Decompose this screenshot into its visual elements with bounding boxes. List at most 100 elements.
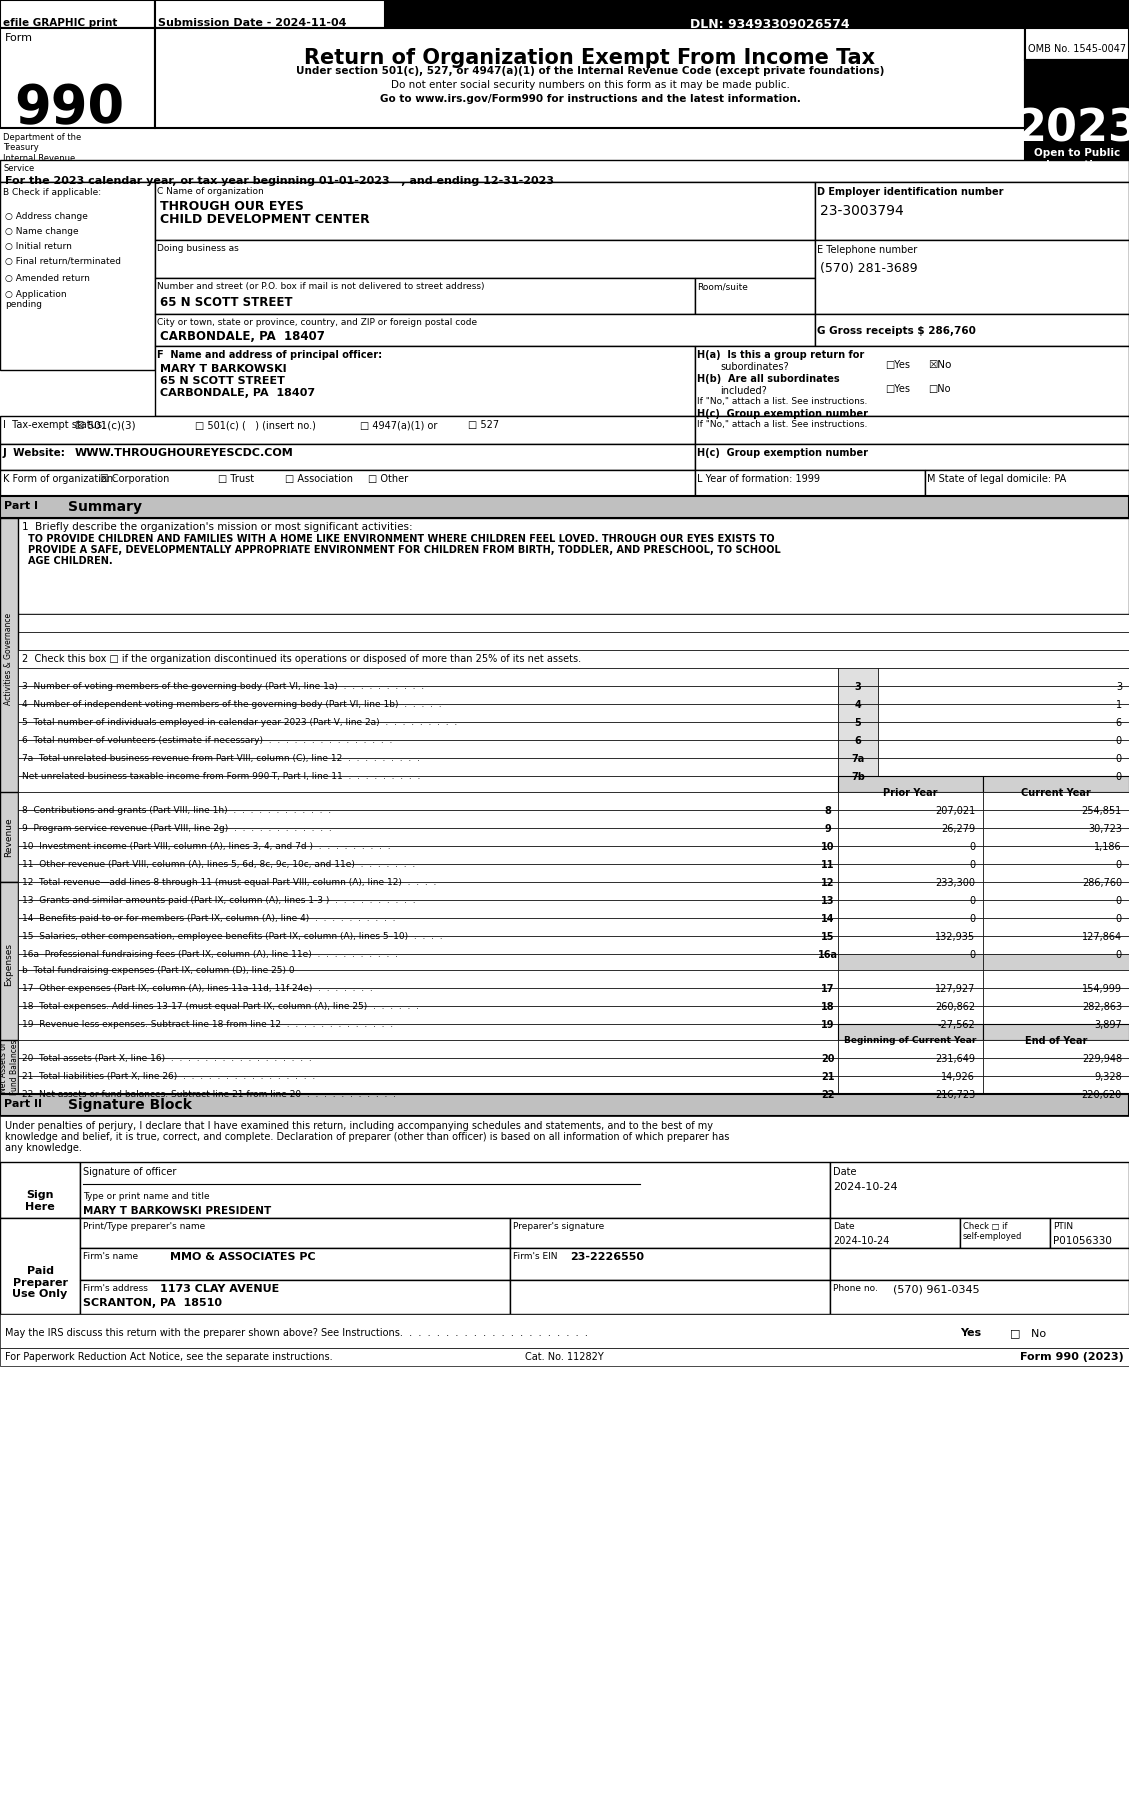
Text: subordinates?: subordinates? xyxy=(720,362,789,371)
Text: efile GRAPHIC print: efile GRAPHIC print xyxy=(3,18,117,29)
Bar xyxy=(510,1279,830,1314)
Text: 0: 0 xyxy=(1115,896,1122,906)
Text: 65 N SCOTT STREET: 65 N SCOTT STREET xyxy=(160,296,292,308)
Bar xyxy=(18,669,838,687)
Text: 3  Number of voting members of the governing body (Part VI, line 1a)  .  .  .  .: 3 Number of voting members of the govern… xyxy=(21,681,425,690)
Text: WWW.THROUGHOUREYESCDC.COM: WWW.THROUGHOUREYESCDC.COM xyxy=(75,449,294,458)
Bar xyxy=(155,182,815,240)
Text: □ Trust: □ Trust xyxy=(218,474,254,485)
Text: 1  Briefly describe the organization's mission or most significant activities:: 1 Briefly describe the organization's mi… xyxy=(21,523,412,532)
Text: 0: 0 xyxy=(969,896,975,906)
Text: P01056330: P01056330 xyxy=(1053,1236,1112,1245)
Bar xyxy=(838,881,983,899)
Text: 22  Net assets or fund balances. Subtract line 21 from line 20  .  .  .  .  .  .: 22 Net assets or fund balances. Subtract… xyxy=(21,1090,396,1099)
Bar xyxy=(960,1218,1050,1249)
Text: Go to www.irs.gov/Form990 for instructions and the latest information.: Go to www.irs.gov/Form990 for instructio… xyxy=(379,94,800,105)
Bar xyxy=(925,470,1129,496)
Text: Expenses: Expenses xyxy=(5,944,14,986)
Bar xyxy=(983,1040,1129,1058)
Text: 12  Total revenue—add lines 8 through 11 (must equal Part VIII, column (A), line: 12 Total revenue—add lines 8 through 11 … xyxy=(21,878,437,887)
Text: included?: included? xyxy=(720,386,767,396)
Text: 30,723: 30,723 xyxy=(1088,824,1122,834)
Bar xyxy=(18,811,838,827)
Bar xyxy=(983,935,1129,953)
Bar xyxy=(983,811,1129,827)
Bar xyxy=(0,470,695,496)
Bar xyxy=(18,899,838,917)
Bar xyxy=(695,346,1129,416)
Text: 13: 13 xyxy=(821,896,834,906)
Text: 0: 0 xyxy=(969,914,975,924)
Bar xyxy=(838,827,983,845)
Text: Open to Public
Inspection: Open to Public Inspection xyxy=(1034,148,1120,169)
Text: Part II: Part II xyxy=(5,1099,42,1108)
Bar xyxy=(0,1115,1129,1162)
Text: E Telephone number: E Telephone number xyxy=(817,245,917,256)
Text: 127,864: 127,864 xyxy=(1082,932,1122,942)
Bar xyxy=(838,759,878,777)
Bar xyxy=(1025,59,1129,128)
Text: 2  Check this box □ if the organization discontinued its operations or disposed : 2 Check this box □ if the organization d… xyxy=(21,654,581,663)
Text: TO PROVIDE CHILDREN AND FAMILIES WITH A HOME LIKE ENVIRONMENT WHERE CHILDREN FEE: TO PROVIDE CHILDREN AND FAMILIES WITH A … xyxy=(28,533,774,544)
Text: 7b: 7b xyxy=(851,771,865,782)
Bar xyxy=(0,0,1129,29)
Bar xyxy=(838,1024,983,1040)
Text: F  Name and address of principal officer:: F Name and address of principal officer: xyxy=(157,350,382,360)
Text: 2024-10-24: 2024-10-24 xyxy=(833,1236,890,1245)
Bar xyxy=(18,827,838,845)
Text: Form 990 (2023): Form 990 (2023) xyxy=(1021,1352,1124,1362)
Text: Sign
Here: Sign Here xyxy=(25,1189,55,1211)
Text: 18: 18 xyxy=(821,1002,834,1013)
Text: B Check if applicable:: B Check if applicable: xyxy=(3,187,102,196)
Text: Submission Date - 2024-11-04: Submission Date - 2024-11-04 xyxy=(158,18,347,29)
Bar xyxy=(18,953,838,969)
Text: Summary: Summary xyxy=(68,499,142,514)
Text: 21: 21 xyxy=(821,1072,834,1081)
Bar xyxy=(830,1279,1129,1314)
Text: □ Other: □ Other xyxy=(368,474,408,485)
Bar xyxy=(510,1249,830,1279)
Bar xyxy=(18,687,838,705)
Text: H(a)  Is this a group return for: H(a) Is this a group return for xyxy=(697,350,865,360)
Text: 0: 0 xyxy=(1115,860,1122,870)
Bar xyxy=(155,29,1025,128)
Text: 9,328: 9,328 xyxy=(1094,1072,1122,1081)
Bar xyxy=(0,1314,1129,1348)
Text: 10  Investment income (Part VIII, column (A), lines 3, 4, and 7d )  .  .  .  .  : 10 Investment income (Part VIII, column … xyxy=(21,842,391,851)
Text: G Gross receipts $ 286,760: G Gross receipts $ 286,760 xyxy=(817,326,975,335)
Text: 2024-10-24: 2024-10-24 xyxy=(833,1182,898,1191)
Text: Department of the
Treasury
Internal Revenue
Service: Department of the Treasury Internal Reve… xyxy=(3,133,81,173)
Bar xyxy=(18,777,838,793)
Text: 0: 0 xyxy=(1115,950,1122,960)
Text: 26,279: 26,279 xyxy=(940,824,975,834)
Text: PROVIDE A SAFE, DEVELOPMENTALLY APPROPRIATE ENVIRONMENT FOR CHILDREN FROM BIRTH,: PROVIDE A SAFE, DEVELOPMENTALLY APPROPRI… xyxy=(28,544,781,555)
Text: 233,300: 233,300 xyxy=(935,878,975,888)
Bar xyxy=(18,1024,838,1040)
Text: 282,863: 282,863 xyxy=(1082,1002,1122,1013)
Text: Form: Form xyxy=(5,32,33,43)
Text: D Employer identification number: D Employer identification number xyxy=(817,187,1004,196)
Bar xyxy=(838,899,983,917)
Bar xyxy=(983,845,1129,863)
Text: AGE CHILDREN.: AGE CHILDREN. xyxy=(28,557,113,566)
Bar xyxy=(695,278,815,314)
Text: 3,897: 3,897 xyxy=(1094,1020,1122,1031)
Bar xyxy=(18,863,838,881)
Bar xyxy=(0,29,155,128)
Text: DLN: 93493309026574: DLN: 93493309026574 xyxy=(690,18,850,31)
Text: 4: 4 xyxy=(855,699,861,710)
Text: OMB No. 1545-0047: OMB No. 1545-0047 xyxy=(1027,43,1126,54)
Text: Prior Year: Prior Year xyxy=(883,787,937,798)
Bar xyxy=(0,633,1129,651)
Text: Doing business as: Doing business as xyxy=(157,243,238,252)
Bar xyxy=(0,1094,1129,1115)
Bar xyxy=(983,827,1129,845)
Text: City or town, state or province, country, and ZIP or foreign postal code: City or town, state or province, country… xyxy=(157,317,478,326)
Text: 216,723: 216,723 xyxy=(935,1090,975,1099)
Text: □ 4947(a)(1) or: □ 4947(a)(1) or xyxy=(360,420,437,431)
Bar xyxy=(18,723,838,741)
Text: □ 501(c) (   ) (insert no.): □ 501(c) ( ) (insert no.) xyxy=(195,420,316,431)
Text: If "No," attach a list. See instructions.: If "No," attach a list. See instructions… xyxy=(697,396,867,405)
Text: 23-2226550: 23-2226550 xyxy=(570,1252,644,1261)
Bar xyxy=(838,953,983,969)
